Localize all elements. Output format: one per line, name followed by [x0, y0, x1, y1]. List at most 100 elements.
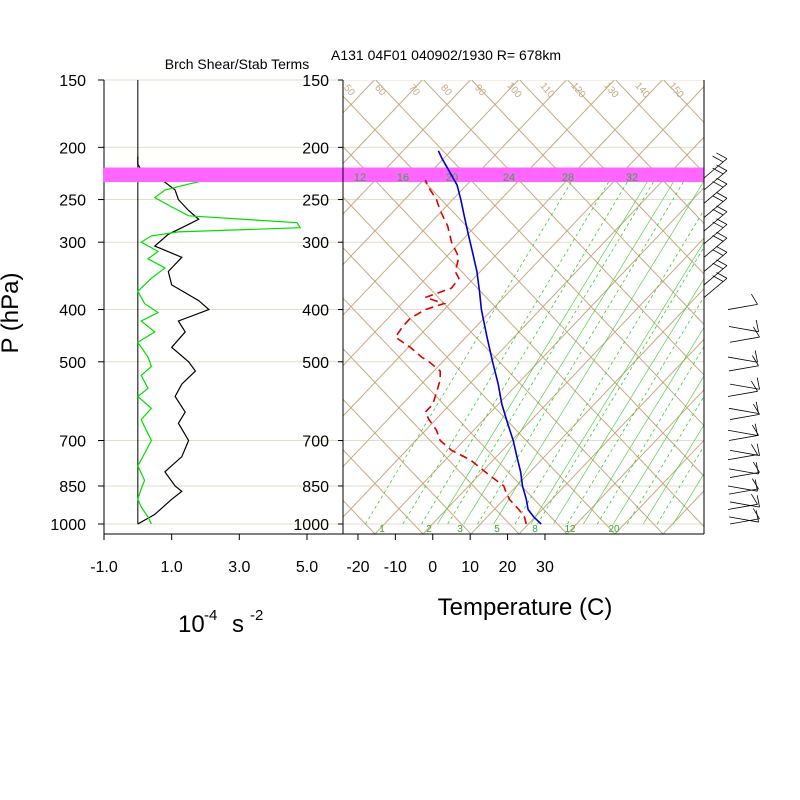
- mixing-ratio-label: 3: [457, 524, 463, 535]
- wind-barb-flag: [750, 380, 758, 392]
- wind-barb-flag: [756, 495, 760, 508]
- right-panel-title: A131 04F01 040902/1930 R= 678km: [331, 47, 561, 63]
- wind-barb-flag: [755, 319, 759, 332]
- wind-barb-flag: [716, 205, 728, 213]
- skewt-dry-adiabat: [375, 80, 704, 427]
- wind-barb-staff: [728, 326, 759, 333]
- wind-barb-staff: [703, 277, 728, 298]
- wind-barb-flag: [716, 192, 728, 199]
- skewt-mixing-ratio-line: [626, 395, 704, 525]
- skewt-moist-adiabat: [672, 473, 704, 525]
- dewpoint-trace: [394, 179, 528, 525]
- left-x-tick-label: 5.0: [296, 559, 318, 576]
- skewt-plot-area: [0, 80, 704, 534]
- skewt-moist-adiabat: [553, 277, 704, 525]
- wind-barbs: [703, 152, 760, 525]
- theta-label: 130: [601, 80, 620, 100]
- right-x-tick-label: 10: [461, 559, 479, 576]
- right-x-tick-label: 20: [499, 559, 517, 576]
- skewt-mixing-ratio-line: [402, 174, 614, 525]
- theta-label: 140: [632, 80, 651, 100]
- wind-barb-flag: [712, 235, 724, 242]
- skewt-moist-adiabat: [613, 375, 704, 525]
- theta-label: 110: [538, 81, 557, 101]
- wind-barb-flag: [712, 181, 724, 188]
- wind-barb-flag: [754, 350, 758, 363]
- skewt-mixing-ratio-line: [514, 209, 704, 525]
- wind-barb-flag: [751, 355, 759, 366]
- wind-barb-flag: [712, 208, 724, 216]
- left-y-tick-label: 150: [59, 73, 86, 90]
- mixing-ratio-label: 20: [608, 524, 620, 535]
- skewt-moist-adiabat: [642, 424, 704, 525]
- mixing-ratio-label: 8: [532, 524, 538, 535]
- skewt-dry-adiabat: [0, 80, 183, 534]
- wind-barb-staff: [728, 434, 759, 441]
- right-y-tick-label: 1000: [293, 517, 329, 534]
- wind-barb-flag: [752, 326, 760, 338]
- left-y-tick-label: 400: [59, 303, 86, 320]
- y-axis-label: P (hPa): [0, 273, 24, 354]
- theta-label: 100: [504, 80, 523, 100]
- wind-barb-flag: [716, 272, 728, 279]
- wind-barb-flag: [752, 461, 760, 473]
- skewt-mixing-ratio-line: [447, 174, 659, 525]
- wind-barb-flag: [751, 478, 759, 490]
- skewt-moist-adiabat: [437, 174, 652, 525]
- right-y-tick-label: 400: [302, 303, 329, 320]
- wind-barb-flag: [712, 262, 724, 270]
- wind-barb-flag: [716, 164, 728, 172]
- wind-barb-staff: [729, 383, 760, 390]
- skewt-mixing-ratio-line: [477, 174, 688, 525]
- right-y-tick-label: 850: [302, 479, 329, 496]
- skewt-dry-adiabat: [343, 398, 472, 534]
- wind-barb-staff: [703, 251, 728, 272]
- mixing-ratio-label: 12: [564, 524, 576, 535]
- skewt-dry-adiabat: [0, 80, 279, 534]
- left-y-tick-label: 200: [59, 140, 86, 157]
- skewt-dry-adiabat: [0, 80, 327, 534]
- theta-label: 150: [666, 80, 685, 100]
- band-label: 28: [562, 172, 574, 184]
- skewt-dry-adiabat: [567, 80, 704, 225]
- band-label: 12: [354, 172, 366, 184]
- wind-barb-flag: [756, 377, 760, 390]
- wind-barb-staff: [703, 237, 728, 258]
- skewt-mixing-ratio-line: [537, 246, 704, 525]
- skewt-dry-adiabat: [343, 196, 664, 534]
- wind-barb-flag: [712, 275, 724, 282]
- skewt-dry-adiabat: [423, 80, 704, 376]
- skewt-isotherm: [343, 80, 471, 215]
- wind-barb-staff: [729, 518, 760, 525]
- skewt-moist-adiabat: [493, 180, 704, 525]
- right-x-axis-label: Temperature (C): [438, 594, 613, 621]
- right-y-tick-label: 500: [302, 355, 329, 372]
- temperature-trace: [437, 150, 542, 525]
- wind-barb-staff: [728, 365, 759, 372]
- left-panel-title: Brch Shear/Stab Terms: [165, 56, 309, 72]
- skewt-isotherm: [470, 288, 704, 534]
- skewt-isotherm: [343, 80, 615, 367]
- svg-text:10: 10: [178, 611, 205, 638]
- right-y-tick-label: 300: [302, 235, 329, 252]
- left-y-tick-label: 850: [59, 479, 86, 496]
- svg-text:-4: -4: [204, 607, 217, 624]
- wind-barb-flag: [716, 152, 728, 160]
- wind-barb-flag: [752, 403, 760, 415]
- right-x-tick-label: 0: [428, 559, 437, 576]
- wind-barb-flag: [755, 510, 759, 523]
- left-series-2: [136, 178, 302, 525]
- skewt-isotherm: [343, 80, 519, 266]
- wind-barb-staff: [727, 356, 758, 363]
- left-x-axis-label: 10 -4 s -2: [178, 607, 263, 638]
- highlight-band: [103, 167, 704, 183]
- skewt-isotherm: [343, 80, 567, 316]
- wind-barb-staff: [729, 413, 760, 420]
- wind-barb-flag: [716, 177, 728, 185]
- right-x-tick-label: -10: [384, 559, 407, 576]
- theta-label: 90: [472, 83, 488, 99]
- wind-barb-flag: [750, 293, 758, 305]
- left-series-1: [137, 156, 211, 525]
- wind-barb-flag: [750, 444, 758, 455]
